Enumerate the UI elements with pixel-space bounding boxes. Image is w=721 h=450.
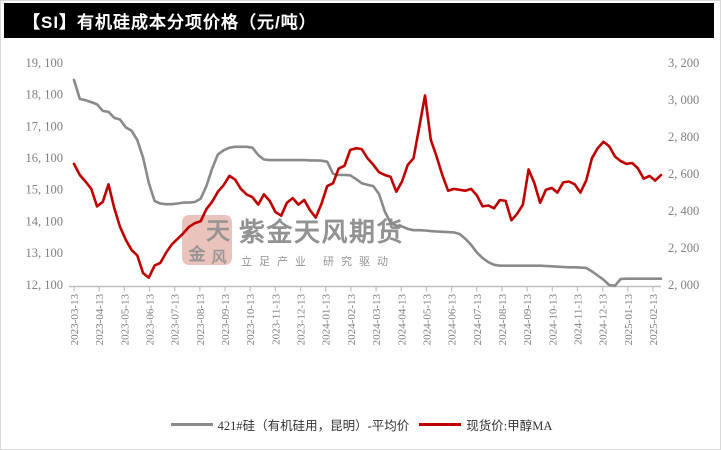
y-left-tick-label: 19, 100 <box>26 56 64 70</box>
y-right-tick-label: 3, 200 <box>668 56 699 70</box>
y-right-tick-label: 2, 600 <box>668 167 699 181</box>
chart-title-bar: 【SI】有机硅成本分项价格（元/吨） <box>4 3 714 38</box>
gray-series-line <box>72 78 663 288</box>
x-axis-tick-label: 2025-02-13 <box>648 294 660 346</box>
gray-line-swatch <box>170 422 213 426</box>
y-left-tick-label: 12, 100 <box>26 278 64 292</box>
watermark-seal-char-bottom: 风 <box>211 249 226 266</box>
series-lines <box>72 78 663 288</box>
red-line-swatch <box>419 422 462 426</box>
x-axis-tick-label: 2024-09-13 <box>522 294 534 346</box>
y-left-tick-label: 13, 100 <box>26 246 64 260</box>
watermark-slogan-text: 立足产业 研究驱动 <box>241 254 395 268</box>
x-axis-tick-label: 2024-03-13 <box>371 294 383 346</box>
watermark-seal-char-top: 天 <box>206 219 230 245</box>
y-axis-left-labels: 19, 100 18, 100 17, 100 16, 100 15, 100 14, 1… <box>26 56 64 292</box>
y-right-tick-label: 2, 400 <box>668 204 699 218</box>
legend-label-red: 现货价:甲醇MA <box>466 418 553 433</box>
x-axis-tick-label: 2024-05-13 <box>421 294 433 346</box>
x-axis-tick-label: 2023-12-13 <box>296 294 308 346</box>
x-axis-tick-label: 2024-06-13 <box>447 294 459 346</box>
x-axis-tick-label: 2024-01-13 <box>321 294 333 346</box>
y-right-tick-label: 2, 800 <box>668 130 699 144</box>
x-axis-tick-label: 2024-10-13 <box>547 294 559 346</box>
red-series-line <box>72 94 663 280</box>
x-axis: 2023-03-13 2023-04-13 2023-05-13 2023-06-13… <box>69 285 661 346</box>
x-axis-tick-label: 2023-10-13 <box>245 294 257 346</box>
legend-item-red: 现货价:甲醇MA <box>419 415 552 434</box>
chart-title: 【SI】有机硅成本分项价格（元/吨） <box>23 13 317 32</box>
x-axis-tick-label: 2024-07-13 <box>472 294 484 346</box>
x-axis-tick-label: 2024-02-13 <box>346 294 358 346</box>
y-axis-right-labels: 3, 200 3, 000 2, 800 2, 600 2, 400 2, 200 2, 0… <box>668 56 699 292</box>
x-axis-tick-label: 2023-05-13 <box>119 294 131 346</box>
watermark-seal <box>182 215 232 265</box>
x-axis-tick-label: 2023-08-13 <box>195 294 207 346</box>
watermark-brand-text: 紫金天风期货 <box>239 217 404 247</box>
x-axis-tick-label: 2024-08-13 <box>497 294 509 346</box>
legend-item-gray: 421#硅（有机硅用，昆明）-平均价 <box>170 415 410 434</box>
y-left-tick-label: 14, 100 <box>26 214 64 228</box>
x-axis-tick-label: 2023-11-13 <box>270 294 282 345</box>
y-right-tick-label: 2, 000 <box>668 278 699 292</box>
y-left-tick-label: 18, 100 <box>26 88 64 102</box>
watermark-seal-char-side: 金 <box>188 244 207 264</box>
x-axis-tick-label: 2024-12-13 <box>598 294 610 346</box>
x-axis-tick-label: 2023-06-13 <box>145 294 157 346</box>
x-axis-tick-label: 2023-09-13 <box>220 294 232 346</box>
chart-legend: 421#硅（有机硅用，昆明）-平均价 现货价:甲醇MA <box>1 411 720 437</box>
y-left-tick-label: 17, 100 <box>26 119 64 133</box>
x-axis-tick-label: 2024-11-13 <box>572 294 584 345</box>
x-axis-tick-label: 2023-04-13 <box>94 294 106 346</box>
x-axis-tick-label: 2024-04-13 <box>396 294 408 346</box>
x-axis-tick-label: 2023-03-13 <box>69 294 81 346</box>
y-right-tick-label: 3, 000 <box>668 93 699 107</box>
legend-label-gray: 421#硅（有机硅用，昆明）-平均价 <box>217 418 410 433</box>
x-axis-tick-label: 2025-01-13 <box>623 294 635 346</box>
watermark: 天 金 风 紫金天风期货 立足产业 研究驱动 <box>182 215 404 268</box>
x-axis-tick-label: 2023-07-13 <box>170 294 182 346</box>
y-left-tick-label: 15, 100 <box>26 183 64 197</box>
y-left-tick-label: 16, 100 <box>26 151 64 165</box>
y-right-tick-label: 2, 200 <box>668 241 699 255</box>
